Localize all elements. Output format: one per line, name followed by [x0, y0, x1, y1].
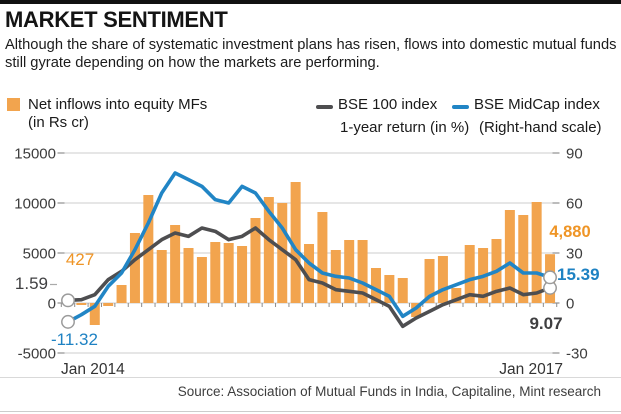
bar — [504, 210, 515, 303]
top-rule — [0, 0, 621, 4]
legend-bse100-sublabel: 1-year return (in %) — [340, 119, 470, 136]
legend-item-net-inflows: Net inflows into equity MFs (in Rs cr) — [7, 96, 207, 131]
bar — [357, 240, 368, 303]
bar — [183, 248, 194, 303]
midcap-line — [66, 171, 552, 324]
bar — [210, 242, 221, 303]
bar — [424, 259, 435, 303]
bar — [518, 215, 529, 303]
bar — [464, 245, 475, 303]
annotation-bar-last: 4,880 — [549, 223, 590, 241]
midcap-start-marker — [61, 314, 75, 329]
bar — [370, 268, 381, 303]
line-swatch-midcap-icon — [452, 105, 469, 109]
bar — [237, 246, 248, 303]
bar — [344, 240, 355, 303]
bar — [89, 303, 100, 325]
legend-net-inflows-label: Net inflows into equity MFs (in Rs cr) — [28, 96, 207, 131]
bar — [437, 256, 448, 303]
right-axis-label: -30 — [566, 345, 588, 362]
line-swatch-bse100-icon — [316, 105, 333, 109]
bse100-start-marker — [61, 293, 75, 308]
bar — [290, 182, 301, 303]
bar — [76, 303, 87, 305]
right-axis-label: 0 — [566, 295, 574, 312]
source-note: Source: Association of Mutual Funds in I… — [177, 384, 601, 399]
left-axis-label: 0 — [48, 295, 56, 312]
left-axis-label: 15000 — [14, 145, 56, 162]
footer-divider — [0, 377, 621, 378]
bar — [397, 278, 408, 303]
bar-swatch-icon — [7, 98, 20, 111]
midcap-end-marker — [543, 270, 557, 285]
bar — [304, 244, 315, 303]
bar — [116, 285, 127, 303]
bar — [196, 257, 207, 303]
bar — [263, 197, 274, 303]
right-axis-label: 90 — [566, 145, 583, 162]
bar — [129, 233, 140, 303]
bar — [531, 202, 542, 303]
legend-midcap-sublabel: (Right-hand scale) — [479, 119, 602, 136]
annotation-bar-first: 427 — [66, 250, 94, 269]
bottom-rule — [0, 411, 621, 412]
annotation-line2-last: 15.39 — [557, 265, 600, 284]
bar — [277, 203, 288, 303]
x-label-end: Jan 2017 — [499, 361, 563, 378]
chart-svg: 15000 90 10000 60 5000 30 0 0 -5000 -30 427 1.59 -11… — [14, 145, 600, 378]
left-axis-label: 10000 — [14, 195, 56, 212]
bar — [317, 212, 328, 303]
bar — [250, 218, 261, 303]
left-axis-label: -5000 — [18, 345, 56, 362]
right-axis-label: 30 — [566, 245, 583, 262]
x-label-start: Jan 2014 — [61, 361, 125, 378]
bse100-line — [66, 226, 552, 329]
legend-net-inflows-line2: (in Rs cr) — [28, 113, 89, 131]
annotation-line1-first: 1.59 — [15, 274, 48, 293]
bar — [170, 225, 181, 303]
bar — [451, 288, 462, 303]
bar — [156, 250, 167, 303]
annotation-line1-last: 9.07 — [529, 314, 562, 333]
page-title: MARKET SENTIMENT — [5, 7, 228, 32]
legend-bse100-label: BSE 100 index — [338, 96, 438, 113]
chart-subtitle: Although the share of systematic investm… — [5, 37, 617, 72]
legend-net-inflows-line1: Net inflows into equity MFs — [28, 96, 208, 113]
bar — [384, 275, 395, 303]
legend-midcap-label: BSE MidCap index — [474, 96, 600, 113]
bar — [103, 303, 114, 306]
right-axis-label: 60 — [566, 195, 583, 212]
left-axis-label: 5000 — [23, 245, 56, 262]
annotation-line2-first: -11.32 — [51, 330, 98, 349]
bar — [223, 243, 234, 303]
